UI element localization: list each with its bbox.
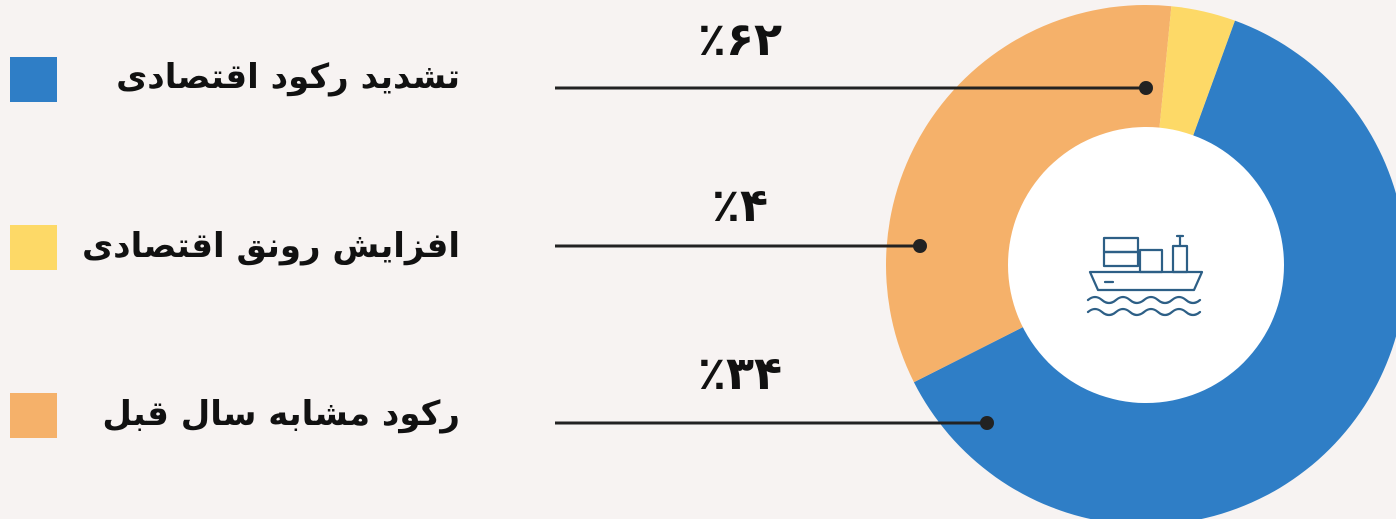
legend-swatch-blue <box>10 57 57 102</box>
cargo-ship-icon <box>1086 234 1204 317</box>
value-label-blue: ٪۶۲ <box>697 12 783 66</box>
leader-dot-blue <box>1139 81 1153 95</box>
legend-swatch-orange <box>10 393 57 438</box>
legend-swatch-yellow <box>10 225 57 270</box>
legend-label-economic-boom: افزایش رونق اقتصادی <box>81 226 460 266</box>
value-label-yellow: ٪۴ <box>711 178 769 232</box>
legend-label-intensified-recession: تشدید رکود اقتصادی <box>116 57 460 97</box>
leader-dot-yellow <box>913 239 927 253</box>
legend-label-same-recession: رکود مشابه سال قبل <box>102 394 460 434</box>
leader-dot-orange <box>980 416 994 430</box>
donut-hole <box>1008 127 1284 403</box>
value-label-orange: ٪۳۴ <box>697 346 783 400</box>
